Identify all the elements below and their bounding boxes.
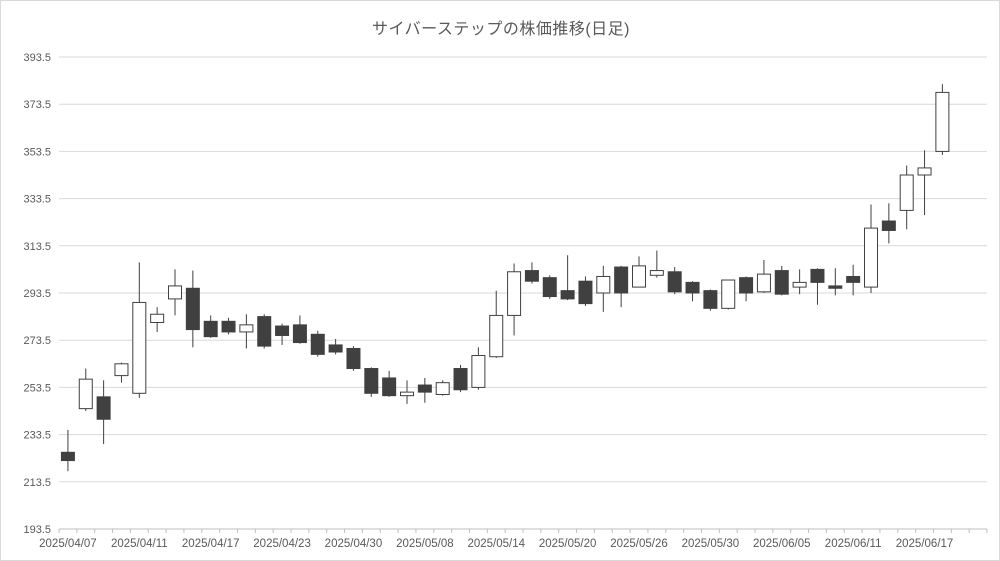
y-axis-label: 193.5 — [23, 524, 51, 536]
candle-down — [382, 377, 397, 397]
candle-up — [899, 174, 914, 211]
candle-up — [168, 285, 182, 300]
candle-up — [632, 265, 646, 288]
candle-down — [417, 384, 432, 393]
candle-down — [542, 277, 557, 298]
x-axis-label: 2025/04/23 — [253, 538, 311, 550]
candle-up — [721, 279, 736, 309]
candle-up — [435, 382, 450, 395]
candle-up — [596, 275, 611, 294]
x-axis-label: 2025/05/08 — [396, 538, 454, 550]
candle-down — [203, 320, 218, 338]
candle-down — [221, 320, 236, 333]
candle-down — [310, 333, 325, 355]
x-axis-label: 2025/04/30 — [325, 538, 383, 550]
candle-down — [774, 270, 789, 295]
y-axis-label: 333.5 — [23, 194, 51, 206]
candle-up — [935, 91, 950, 152]
candle-down — [703, 290, 718, 309]
candle-down — [524, 270, 539, 282]
candle-down — [364, 368, 379, 394]
y-axis-label: 253.5 — [23, 382, 51, 394]
y-axis-label: 313.5 — [23, 241, 51, 253]
candle-up — [864, 227, 878, 288]
x-axis-label: 2025/06/05 — [753, 538, 811, 550]
y-axis-label: 393.5 — [23, 52, 51, 64]
candle-down — [257, 316, 272, 347]
candle-down — [275, 325, 290, 336]
y-axis-label: 293.5 — [23, 288, 51, 300]
candle-down — [846, 275, 861, 283]
candle-up — [792, 281, 807, 288]
y-axis-label: 213.5 — [23, 477, 51, 489]
candle-up — [756, 273, 771, 293]
candle-down — [685, 281, 700, 294]
x-axis-label: 2025/04/07 — [39, 538, 97, 550]
candle-up — [649, 270, 664, 276]
chart-title: サイバーステップの株価推移(日足) — [371, 21, 631, 38]
candle-down — [667, 271, 682, 293]
candle-down — [614, 266, 629, 294]
candle-down — [60, 451, 75, 462]
candle-up — [489, 314, 504, 358]
candle-up — [400, 391, 414, 397]
candle-down — [453, 368, 468, 391]
y-axis-label: 373.5 — [23, 99, 51, 111]
y-axis-label: 233.5 — [23, 430, 51, 442]
candle-up — [114, 363, 129, 377]
candle-up — [150, 313, 165, 323]
candle-down — [739, 277, 754, 294]
x-axis-label: 2025/04/17 — [182, 538, 240, 550]
y-axis-label: 273.5 — [23, 335, 51, 347]
candle-up — [132, 301, 147, 394]
candle-down — [560, 290, 575, 300]
candle-up — [917, 167, 932, 176]
candle-up — [239, 324, 254, 333]
candle-down — [810, 268, 825, 283]
candle-down — [828, 285, 843, 289]
candle-down — [578, 280, 593, 305]
x-axis-label: 2025/06/17 — [896, 538, 954, 550]
candle-down — [881, 220, 896, 231]
candle-up — [507, 271, 522, 316]
x-axis-label: 2025/04/11 — [111, 538, 168, 550]
x-axis-label: 2025/06/11 — [825, 538, 882, 550]
x-axis-label: 2025/05/20 — [539, 538, 597, 550]
candle-up — [471, 355, 486, 388]
candle-down — [328, 344, 343, 353]
x-axis-label: 2025/05/30 — [682, 538, 740, 550]
candle-down — [292, 324, 307, 344]
candle-up — [78, 378, 93, 410]
candle-down — [346, 347, 361, 370]
y-axis-label: 353.5 — [23, 146, 51, 158]
x-axis-label: 2025/05/26 — [610, 538, 668, 550]
candle-down — [96, 396, 111, 420]
x-axis-label: 2025/05/14 — [467, 538, 525, 550]
candle-down — [185, 287, 200, 331]
